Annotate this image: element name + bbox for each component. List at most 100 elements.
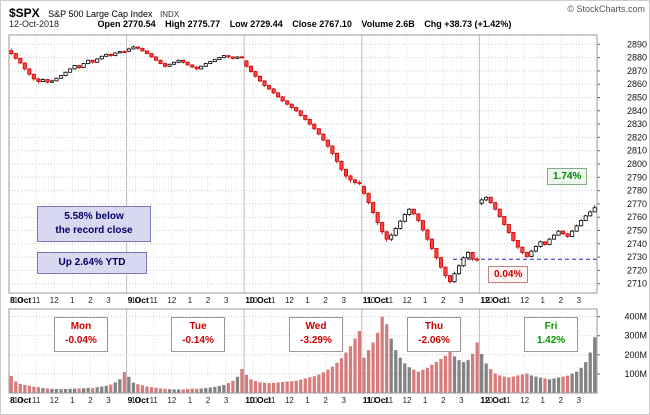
- svg-text:2: 2: [88, 396, 93, 405]
- day-summary-tue: Tue -0.14%: [171, 317, 225, 352]
- gridlines: 2710 2720 2730 2740 2750 2760 2770 2780 2790 2800…: [9, 35, 647, 405]
- svg-text:12: 12: [285, 296, 294, 305]
- svg-text:2870: 2870: [627, 66, 647, 76]
- svg-text:2810: 2810: [627, 146, 647, 156]
- svg-text:2840: 2840: [627, 106, 647, 116]
- svg-text:12: 12: [403, 396, 412, 405]
- annotation-below-record-line2: the record close: [55, 225, 133, 236]
- svg-text:10: 10: [249, 396, 258, 405]
- svg-text:10 Oct: 10 Oct: [245, 395, 271, 405]
- annotation-low-pct: 0.04%: [488, 266, 529, 283]
- quote-volume: Volume 2.6B: [361, 19, 415, 29]
- svg-text:2740: 2740: [627, 239, 647, 249]
- day-change: -0.14%: [182, 335, 214, 346]
- day-summary-wed: Wed -3.29%: [289, 317, 343, 352]
- svg-text:10: 10: [484, 296, 493, 305]
- svg-text:12: 12: [167, 396, 176, 405]
- svg-text:9 Oct: 9 Oct: [128, 295, 149, 305]
- svg-text:12: 12: [285, 396, 294, 405]
- svg-text:1: 1: [423, 296, 428, 305]
- svg-text:2720: 2720: [627, 265, 647, 275]
- svg-text:2: 2: [206, 396, 211, 405]
- chart-header: © StockCharts.com $SPX S&P 500 Large Cap…: [9, 4, 645, 20]
- svg-text:8 Oct: 8 Oct: [10, 395, 31, 405]
- svg-text:11: 11: [32, 396, 41, 405]
- svg-text:10 Oct: 10 Oct: [245, 295, 271, 305]
- svg-text:1: 1: [70, 296, 75, 305]
- svg-text:2830: 2830: [627, 119, 647, 129]
- annotation-below-record-line1: 5.58% below: [64, 211, 124, 222]
- svg-text:3: 3: [341, 296, 346, 305]
- svg-text:300M: 300M: [624, 331, 647, 341]
- day-change: -0.04%: [65, 335, 97, 346]
- exchange-label: INDX: [160, 10, 180, 19]
- annotation-ytd: Up 2.64% YTD: [37, 252, 147, 274]
- svg-text:2800: 2800: [627, 159, 647, 169]
- svg-text:2760: 2760: [627, 212, 647, 222]
- svg-text:10: 10: [131, 396, 140, 405]
- candlesticks: [9, 45, 597, 284]
- svg-text:1: 1: [423, 396, 428, 405]
- svg-text:10: 10: [366, 396, 375, 405]
- svg-text:11: 11: [502, 296, 511, 305]
- svg-text:11: 11: [267, 396, 276, 405]
- svg-text:3: 3: [577, 296, 582, 305]
- svg-text:11: 11: [385, 296, 394, 305]
- svg-text:11: 11: [150, 296, 159, 305]
- svg-text:2860: 2860: [627, 79, 647, 89]
- svg-text:12: 12: [520, 396, 529, 405]
- volume-bars: [9, 316, 597, 393]
- svg-text:1: 1: [305, 296, 310, 305]
- svg-text:10: 10: [484, 396, 493, 405]
- annotation-high-pct: 1.74%: [547, 168, 588, 185]
- svg-text:12: 12: [167, 296, 176, 305]
- svg-text:3: 3: [341, 396, 346, 405]
- svg-text:2: 2: [323, 396, 328, 405]
- svg-text:2710: 2710: [627, 279, 647, 289]
- svg-text:2: 2: [441, 296, 446, 305]
- svg-text:10: 10: [14, 296, 23, 305]
- svg-text:3: 3: [459, 296, 464, 305]
- volume-panel-frame: [8, 308, 598, 394]
- day-name: Mon: [70, 321, 92, 332]
- svg-text:11: 11: [502, 396, 511, 405]
- svg-text:11: 11: [32, 296, 41, 305]
- day-summary-thu: Thu -2.06%: [407, 317, 461, 352]
- svg-text:2790: 2790: [627, 172, 647, 182]
- price-panel-frame: [8, 34, 598, 294]
- svg-text:3: 3: [577, 396, 582, 405]
- svg-text:2820: 2820: [627, 132, 647, 142]
- svg-text:10: 10: [366, 296, 375, 305]
- svg-text:11: 11: [385, 396, 394, 405]
- svg-text:12 Oct: 12 Oct: [480, 295, 506, 305]
- svg-text:8 Oct: 8 Oct: [10, 295, 31, 305]
- svg-text:10: 10: [14, 396, 23, 405]
- svg-text:1: 1: [70, 396, 75, 405]
- svg-text:11: 11: [267, 296, 276, 305]
- symbol: $SPX: [9, 6, 40, 20]
- svg-text:2: 2: [559, 396, 564, 405]
- svg-text:9 Oct: 9 Oct: [128, 395, 149, 405]
- svg-text:10: 10: [249, 296, 258, 305]
- svg-text:2: 2: [441, 396, 446, 405]
- svg-text:2770: 2770: [627, 199, 647, 209]
- svg-text:3: 3: [224, 296, 229, 305]
- svg-text:3: 3: [459, 396, 464, 405]
- day-name: Thu: [424, 321, 444, 332]
- svg-text:2850: 2850: [627, 93, 647, 103]
- svg-text:12 Oct: 12 Oct: [480, 395, 506, 405]
- svg-text:10: 10: [131, 296, 140, 305]
- svg-text:2: 2: [323, 296, 328, 305]
- svg-text:2: 2: [559, 296, 564, 305]
- svg-text:1: 1: [540, 396, 545, 405]
- svg-text:2: 2: [88, 296, 93, 305]
- index-name: S&P 500 Large Cap Index: [48, 9, 153, 19]
- quote-close: Close 2767.10: [292, 19, 352, 29]
- svg-text:11 Oct: 11 Oct: [363, 395, 389, 405]
- day-change: -2.06%: [418, 335, 450, 346]
- svg-text:11: 11: [150, 396, 159, 405]
- quote-change: Chg +38.73 (+1.42%): [424, 19, 512, 29]
- chart-date: 12-Oct-2018: [9, 19, 60, 29]
